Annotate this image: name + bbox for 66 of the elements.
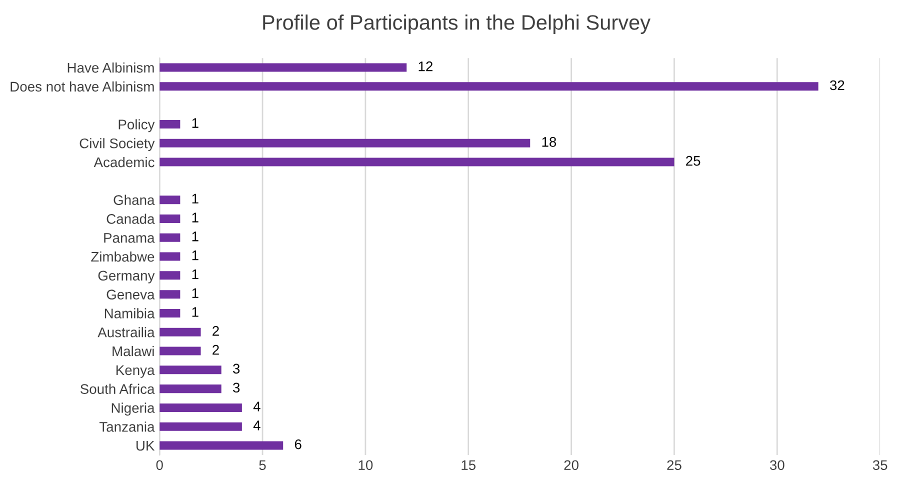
x-tick-label: 15 [462,460,476,470]
x-tick-label: 20 [564,460,578,470]
data-label: 25 [686,156,700,166]
y-tick-label: Have Albinism [68,62,154,73]
x-tick-label: 30 [770,460,784,470]
chart-title: Profile of Participants in the Delphi Survey [263,14,651,34]
y-tick-label: Malawi [112,346,154,356]
bar [160,403,242,412]
data-label: 1 [192,307,198,317]
x-tick-label: 5 [259,460,266,470]
data-label: 2 [212,344,219,355]
data-label: 3 [232,364,240,374]
y-tick-label: Ghana [114,194,155,205]
bar [160,308,180,318]
y-tick-label: Tanzania [99,422,155,432]
bar [160,214,180,223]
bar [160,271,180,280]
x-tick-label: 25 [667,460,682,470]
bar [160,196,180,204]
data-label: 1 [192,118,198,128]
y-tick-label: Austrailia [98,327,155,338]
bar [160,120,180,128]
bar [160,82,818,91]
data-label: 1 [192,269,198,280]
data-label: 1 [192,288,198,298]
data-label: 6 [294,439,302,450]
bar [160,366,222,374]
data-label: 1 [192,212,198,222]
bar [160,441,284,450]
data-label: 12 [418,61,432,72]
y-tick-label: Namibia [104,308,155,318]
x-tick-label: 10 [358,460,373,470]
y-tick-label: Academic [94,156,154,168]
y-tick-label: Policy [118,119,155,132]
data-label: 4 [253,402,260,412]
bar [160,158,674,166]
x-tick-label: 0 [156,460,163,470]
bar [160,384,222,394]
data-label: 32 [830,80,844,90]
y-tick-label: Nigeria [112,402,155,416]
bar [160,252,180,261]
bar [160,346,201,356]
y-tick-label: Germany [98,270,155,284]
data-label: 1 [192,232,198,242]
bar [160,63,407,72]
data-label: 18 [542,137,556,147]
data-label: 2 [212,326,219,336]
bar [160,290,180,299]
y-tick-label: Kenya [116,365,155,378]
y-tick-label: Canada [106,214,155,224]
y-tick-label: Does not have Albinism [10,81,154,92]
x-tick-label: 35 [872,460,888,470]
y-tick-label: UK [136,440,155,451]
bar [160,138,530,148]
y-tick-label: Zimbabwe [91,251,154,262]
y-tick-label: Geneva [106,290,155,300]
y-tick-label: Panama [104,233,155,243]
bar [160,422,242,431]
data-label: 1 [192,194,198,204]
y-tick-label: South Africa [80,384,155,394]
data-label: 3 [232,382,240,393]
data-label: 1 [192,250,198,260]
y-tick-label: Civil Society [80,138,155,152]
data-label: 4 [253,420,260,430]
bar [160,233,180,242]
bar [160,328,201,336]
